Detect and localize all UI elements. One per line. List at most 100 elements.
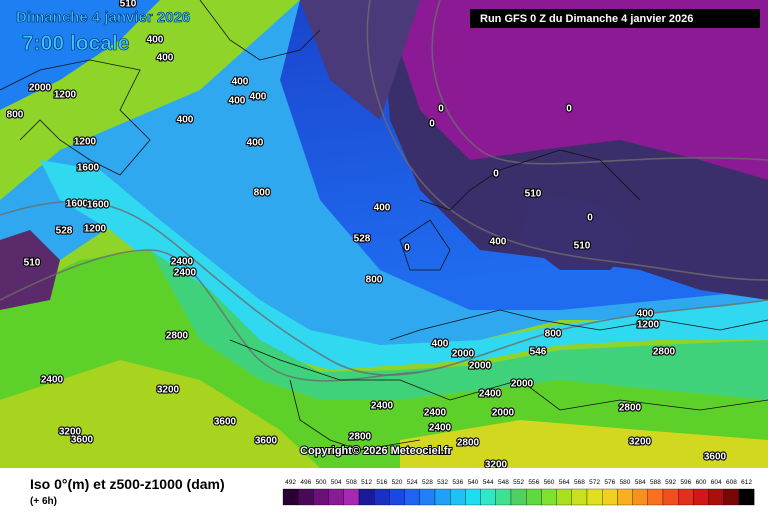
scale-swatch (738, 488, 755, 506)
scale-swatch (389, 488, 405, 506)
map-label: 400 (247, 138, 264, 149)
scale-label: 496 (300, 479, 311, 486)
map-label: 510 (120, 0, 137, 10)
scale-label: 600 (696, 479, 707, 486)
contours (0, 0, 768, 382)
scale-label: 492 (285, 479, 296, 486)
scale-label: 576 (604, 479, 615, 486)
map-label: 800 (545, 329, 562, 340)
scale-label: 572 (589, 479, 600, 486)
map-label: 3600 (255, 436, 278, 447)
map-label: 2400 (424, 408, 447, 419)
map-label: 510 (24, 258, 41, 269)
map-label: 3600 (214, 417, 237, 428)
scale-label: 508 (346, 479, 357, 486)
run-info: Run GFS 0 Z du Dimanche 4 janvier 2026 (480, 13, 693, 25)
scale-label: 596 (680, 479, 691, 486)
scale-swatch (708, 488, 724, 506)
map-label: 400 (432, 339, 449, 350)
scale-swatch (586, 488, 603, 506)
map-label: 2400 (479, 389, 502, 400)
scale-label: 524 (407, 479, 418, 486)
map-label: 3200 (629, 437, 652, 448)
scale-label: 528 (422, 479, 433, 486)
map-label: 528 (354, 234, 371, 245)
map-label: 0 (493, 169, 499, 180)
map-label: 0 (566, 104, 572, 115)
scale-label: 516 (376, 479, 387, 486)
scale-swatch (328, 488, 344, 506)
scale-swatch (465, 488, 481, 506)
map-label: 1200 (637, 320, 660, 331)
scale-swatch (495, 488, 512, 506)
scale-swatch (617, 488, 633, 506)
map-label: 2400 (171, 257, 194, 268)
map-label: 2800 (166, 331, 189, 342)
scale-label: 544 (483, 479, 494, 486)
map-label: 0 (429, 119, 435, 130)
map-label: 2800 (619, 403, 642, 414)
scale-swatch (282, 488, 299, 506)
map-label: 1600 (87, 200, 110, 211)
scale-swatch (723, 488, 740, 506)
map-label: 2800 (653, 347, 676, 358)
scale-label: 588 (650, 479, 661, 486)
scale-swatch (434, 488, 451, 506)
scale-swatch (693, 488, 709, 506)
map-label: 3200 (59, 427, 82, 438)
scale-label: 556 (528, 479, 539, 486)
scale-swatch (571, 488, 588, 506)
map-label: 1600 (66, 199, 89, 210)
scale-label: 552 (513, 479, 524, 486)
scale-label: 604 (711, 479, 722, 486)
map-label: 528 (56, 226, 73, 237)
scale-swatch (404, 488, 420, 506)
scale-swatch (632, 488, 648, 506)
map-label: 2800 (457, 438, 480, 449)
map-label: 2000 (29, 83, 52, 94)
map-label: 400 (490, 237, 507, 248)
map-label: 2400 (371, 401, 394, 412)
map-label: 400 (374, 203, 391, 214)
scale-label: 592 (665, 479, 676, 486)
map-label: 2000 (511, 379, 534, 390)
legend-step: (+ 6h) (30, 496, 57, 507)
map-label: 1200 (84, 224, 107, 235)
scale-swatch (602, 488, 618, 506)
scale-swatch (358, 488, 375, 506)
map-label: 2400 (41, 375, 64, 386)
map-label: 1600 (77, 163, 100, 174)
map-label: 2400 (174, 268, 197, 279)
map-label: 3600 (71, 435, 94, 446)
scale-label: 532 (437, 479, 448, 486)
scale-label: 504 (331, 479, 342, 486)
map-label: 0 (404, 243, 410, 254)
scale-label: 500 (316, 479, 327, 486)
map-label: 3200 (157, 385, 180, 396)
map-label: 0 (438, 104, 444, 115)
scale-label: 540 (468, 479, 479, 486)
scale-label: 560 (544, 479, 555, 486)
map-label: 400 (229, 96, 246, 107)
map-label: 400 (177, 115, 194, 126)
run-box (470, 9, 760, 28)
map-title: Dimanche 4 janvier 2026 (16, 9, 190, 26)
map-fields (0, 0, 768, 468)
scale-swatch (480, 488, 496, 506)
scale-label: 608 (726, 479, 737, 486)
map-label: 1200 (74, 137, 97, 148)
scale-swatch (450, 488, 466, 506)
map-label: 2000 (452, 349, 475, 360)
scale-swatch (313, 488, 329, 506)
map-label: 510 (525, 189, 542, 200)
scale-label: 580 (620, 479, 631, 486)
map-label: 400 (250, 92, 267, 103)
scale-swatch (541, 488, 557, 506)
map-label: 400 (232, 77, 249, 88)
map-label: 510 (574, 241, 591, 252)
scale-label: 564 (559, 479, 570, 486)
color-scale: 492 496 500 504 508 512 516 520 524 528 532 536 540 5… (282, 479, 755, 506)
